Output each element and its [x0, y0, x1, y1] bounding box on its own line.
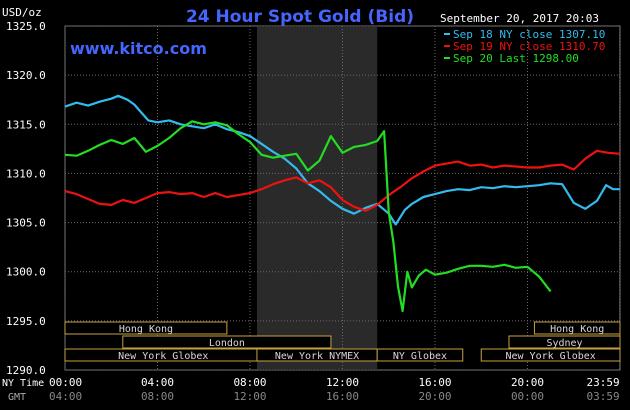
x-tick-label-ny: 00:00 [49, 376, 82, 389]
session-label: NY Globex [393, 351, 447, 362]
x-tick-label-gmt: 20:00 [418, 390, 451, 403]
legend-label-sep18: Sep 18 NY close 1307.10 [453, 28, 605, 41]
y-tick-label: 1325.0 [6, 20, 46, 33]
series-line-2 [64, 120, 552, 313]
session-label: New York Globex [505, 351, 595, 362]
session-label: New York Globex [118, 351, 208, 362]
y-axis-ticks: 1325.0 1320.0 1315.0 1310.0 1305.0 1300.0 1295… [6, 20, 46, 377]
series-line-0 [64, 94, 620, 226]
y-tick-label: 1310.0 [6, 167, 46, 180]
y-tick-label: 1300.0 [6, 266, 46, 279]
session-bar [64, 321, 228, 335]
session-label: New York NYMEX [275, 351, 359, 362]
y-tick-label: 1295.0 [6, 315, 46, 328]
y-tick-label: 1315.0 [6, 118, 46, 131]
x-tick-label-gmt: 04:00 [49, 390, 82, 403]
x-tick-label-ny: 04:00 [141, 376, 174, 389]
x-tick-label-ny: 08:00 [233, 376, 266, 389]
gmt-label: GMT [8, 392, 26, 403]
y-tick-label: 1290.0 [6, 364, 46, 377]
x-tick-label-ny: 23:59 [586, 376, 619, 389]
session-bar [508, 335, 621, 349]
legend: Sep 18 NY close 1307.10 Sep 19 NY close … [444, 28, 605, 65]
x-tick-label-gmt: 12:00 [233, 390, 266, 403]
legend-label-sep19: Sep 19 NY close 1310.70 [453, 40, 605, 53]
session-bar [122, 335, 332, 349]
x-tick-label-gmt: 03:59 [586, 390, 619, 403]
x-tick-label-gmt: 16:00 [326, 390, 359, 403]
website-link[interactable]: www.kitco.com [70, 39, 207, 58]
ny-time-label: NY Time [2, 378, 44, 389]
timestamp: September 20, 2017 20:03 [440, 12, 599, 25]
x-tick-label-gmt: 00:00 [511, 390, 544, 403]
x-tick-label-ny: 16:00 [418, 376, 451, 389]
y-tick-label: 1320.0 [6, 69, 46, 82]
x-tick-label-ny: 12:00 [326, 376, 359, 389]
x-axis-ticks: 00:0004:0004:0008:0008:0012:0012:0016:00… [49, 376, 620, 403]
y-tick-label: 1305.0 [6, 217, 46, 230]
chart-title: 24 Hour Spot Gold (Bid) [186, 7, 414, 27]
series-line-1 [64, 149, 621, 212]
session-bar [533, 321, 621, 335]
series-lines [64, 94, 621, 313]
nymex-shaded-region [256, 26, 378, 370]
session-label: Hong Kong [119, 324, 173, 335]
grid-lines [64, 25, 621, 371]
x-tick-label-ny: 20:00 [511, 376, 544, 389]
session-label: Sydney [546, 338, 582, 349]
session-label: Hong Kong [550, 324, 604, 335]
y-axis-unit: USD/oz [2, 6, 42, 19]
legend-label-sep20: Sep 20 Last 1298.00 [453, 52, 579, 65]
session-label: London [209, 338, 245, 349]
session-bar [376, 348, 464, 362]
session-bar [480, 348, 621, 362]
x-tick-label-gmt: 08:00 [141, 390, 174, 403]
